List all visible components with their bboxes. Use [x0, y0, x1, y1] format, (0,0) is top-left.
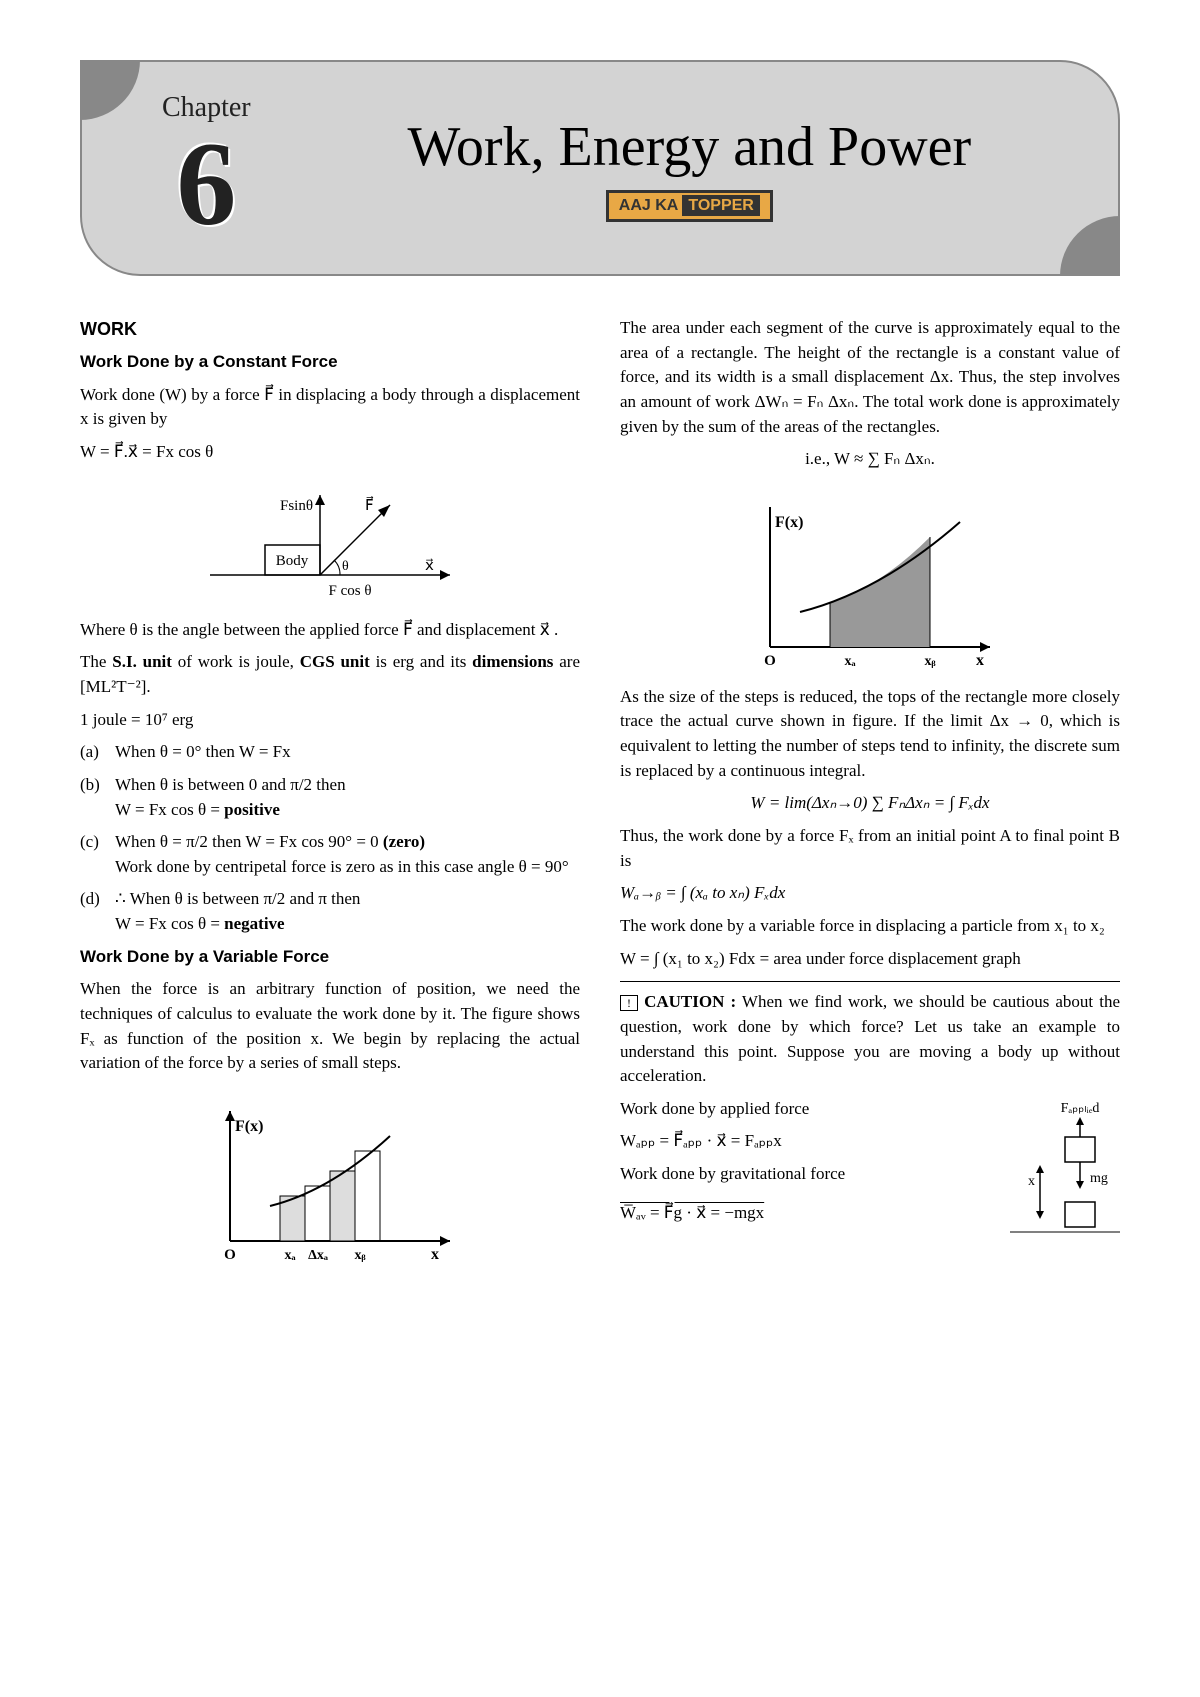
brand-badge: AAJ KA TOPPER	[606, 190, 773, 222]
svg-text:xₐ: xₐ	[284, 1248, 295, 1263]
formula: W = lim(Δxₙ→0) ∑ FₙΔxₙ = ∫ Fₓdx	[620, 791, 1120, 816]
svg-text:x⃗: x⃗	[425, 558, 434, 574]
chapter-number: 6	[176, 124, 236, 244]
svg-text:mg: mg	[1090, 1171, 1108, 1186]
paragraph: When the force is an arbitrary function …	[80, 977, 580, 1076]
list-item-c: (c) When θ = π/2 then W = Fx cos 90° = 0…	[80, 830, 580, 879]
paragraph: As the size of the steps is reduced, the…	[620, 685, 1120, 784]
section-heading-work: WORK	[80, 316, 580, 342]
formula: Wₐ→ᵦ = ∫ (xₐ to xₙ) Fₓdx	[620, 881, 1120, 906]
formula: i.e., W ≈ ∑ Fₙ Δxₙ.	[620, 447, 1120, 472]
paragraph: Where θ is the angle between the applied…	[80, 618, 580, 643]
formula: W̅ₐᵥ = F⃗g · x⃗ = −mgx	[620, 1201, 764, 1226]
title-block: Work, Energy and Power AAJ KA TOPPER	[301, 114, 1078, 221]
paragraph: The work done by a variable force in dis…	[620, 914, 1120, 939]
figure-shaded-area: F(x) O xₐ xᵦ x	[620, 487, 1120, 677]
figure-body-forces: Fₐₚₚₗᵢₑd mg x	[1010, 1097, 1120, 1237]
svg-text:F cos θ: F cos θ	[328, 583, 371, 599]
svg-text:Δxₐ: Δxₐ	[308, 1248, 328, 1263]
svg-text:Body: Body	[276, 553, 309, 569]
warning-icon: !	[620, 995, 638, 1011]
svg-text:xₐ: xₐ	[844, 654, 855, 669]
paragraph: The S.I. unit of work is joule, CGS unit…	[80, 650, 580, 699]
content-columns: WORK Work Done by a Constant Force Work …	[80, 316, 1120, 1271]
chapter-block: Chapter 6	[162, 92, 251, 244]
svg-text:xᵦ: xᵦ	[354, 1248, 365, 1263]
paragraph: Work done by applied force	[620, 1097, 990, 1122]
svg-text:x: x	[431, 1246, 439, 1263]
svg-text:xᵦ: xᵦ	[924, 654, 935, 669]
paragraph: The area under each segment of the curve…	[620, 316, 1120, 439]
figure-force-body: Body θ Fsinθ F⃗ x⃗ F cos θ	[80, 480, 580, 610]
formula: W = F⃗.x⃗ = Fx cos θ	[80, 440, 580, 465]
badge-text-1: AAJ KA	[619, 197, 679, 214]
svg-text:F(x): F(x)	[775, 514, 803, 531]
list-item-d: (d) ∴ When θ is between π/2 and π then W…	[80, 887, 580, 936]
svg-text:x: x	[1028, 1174, 1035, 1189]
caution-text: ! CAUTION : When we find work, we should…	[620, 990, 1120, 1089]
list-item-b: (b) When θ is between 0 and π/2 then W =…	[80, 773, 580, 822]
main-title: Work, Energy and Power	[301, 114, 1078, 181]
svg-text:F(x): F(x)	[235, 1118, 263, 1135]
svg-text:θ: θ	[342, 559, 349, 574]
paragraph: Work done by gravitational force	[620, 1162, 990, 1187]
chapter-header: Chapter 6 Work, Energy and Power AAJ KA …	[80, 60, 1120, 276]
badge-text-2: TOPPER	[682, 195, 760, 216]
svg-text:Fsinθ: Fsinθ	[280, 498, 313, 514]
formula: Wₐₚₚ = F⃗ₐₚₚ · x⃗ = Fₐₚₚx	[620, 1129, 990, 1154]
paragraph: 1 joule = 10⁷ erg	[80, 708, 580, 733]
svg-text:F⃗: F⃗	[365, 495, 374, 514]
subheading-constant-force: Work Done by a Constant Force	[80, 350, 580, 375]
figure-step-chart: F(x) O xₐ Δxₐ xᵦ x	[80, 1091, 580, 1271]
paragraph: Work done (W) by a force F⃗ in displacin…	[80, 383, 580, 432]
formula: W = ∫ (x₁ to x₂) Fdx = area under force …	[620, 947, 1120, 972]
paragraph: Thus, the work done by a force Fₓ from a…	[620, 824, 1120, 873]
svg-text:O: O	[764, 653, 776, 669]
svg-text:x: x	[976, 652, 984, 669]
caution-block: ! CAUTION : When we find work, we should…	[620, 981, 1120, 1245]
list-item-a: (a) When θ = 0° then W = Fx	[80, 740, 580, 765]
svg-text:O: O	[224, 1247, 236, 1263]
svg-text:Fₐₚₚₗᵢₑd: Fₐₚₚₗᵢₑd	[1061, 1101, 1100, 1116]
subheading-variable-force: Work Done by a Variable Force	[80, 945, 580, 970]
